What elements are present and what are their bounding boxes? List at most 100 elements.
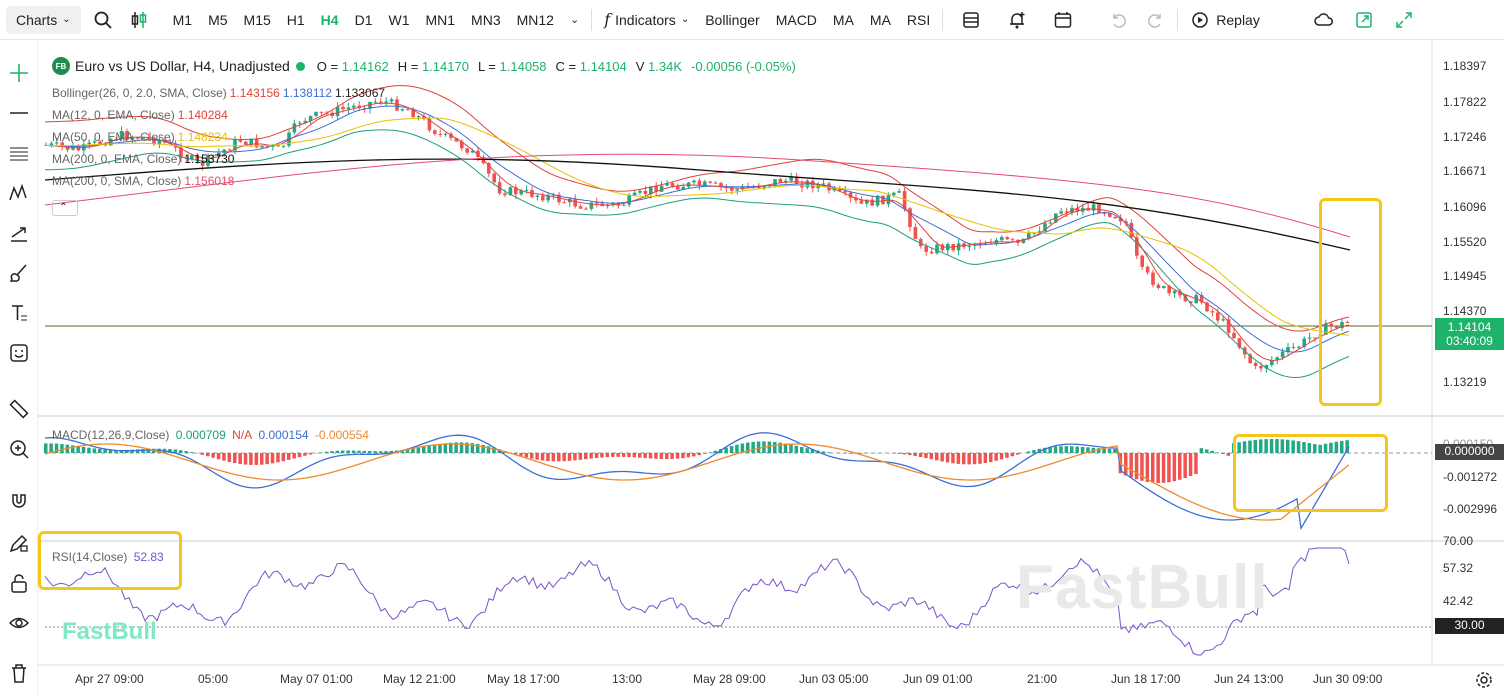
emoji-tool[interactable] (7, 341, 31, 365)
stay-drawing-tool[interactable] (7, 531, 31, 555)
crosshair-tool[interactable] (7, 61, 31, 85)
hide-drawings-tool[interactable] (7, 611, 31, 635)
text-tool[interactable] (7, 301, 31, 325)
share-button[interactable] (1346, 0, 1382, 40)
low-label: L = (477, 58, 496, 74)
projection-tool[interactable] (7, 221, 31, 245)
macd-histogram-bar (1043, 447, 1047, 453)
magnet-tool[interactable] (7, 489, 31, 513)
candle-body (368, 101, 372, 109)
layout-button[interactable] (953, 0, 989, 40)
macd-histogram-bar (211, 453, 215, 458)
candle-body (578, 206, 583, 209)
macd-label[interactable]: MACD(12,26,9,Close) (52, 428, 170, 442)
delete-drawings-tool[interactable] (7, 661, 31, 685)
macd-histogram-bar (1307, 443, 1312, 453)
current-price-tag: 1.14104 03:40:09 (1435, 318, 1504, 350)
macd-histogram-bar (1248, 440, 1252, 453)
macd-histogram-bar (222, 453, 226, 461)
candle-body (1108, 212, 1112, 217)
candle-body (271, 145, 275, 147)
measure-tool[interactable] (7, 397, 31, 421)
indicator-shortcut-bollinger[interactable]: Bollinger (705, 11, 760, 28)
overlay-label[interactable]: MA(50, 0, EMA, Close) (52, 130, 175, 144)
timeframe-d1[interactable]: D1 (354, 11, 373, 28)
macd-histogram-bar (945, 453, 950, 463)
overlay-label[interactable]: MA(200, 0, EMA, Close) (52, 152, 182, 166)
timeframe-m1[interactable]: M1 (172, 11, 193, 28)
indicator-shortcut-macd[interactable]: MACD (775, 11, 817, 28)
overlay-label[interactable]: MA(12, 0, EMA, Close) (52, 108, 175, 122)
line-tool[interactable] (7, 101, 31, 125)
macd-histogram-bar (767, 441, 772, 453)
candle-body (244, 141, 248, 145)
calendar-button[interactable] (1045, 0, 1081, 40)
macd-histogram-bar (605, 453, 610, 458)
zoom-tool[interactable] (7, 437, 31, 461)
chart-settings-button[interactable] (1474, 670, 1494, 690)
macd-histogram-bar (357, 450, 361, 453)
macd-histogram-bar (1134, 453, 1139, 480)
overlay-label[interactable]: Bollinger(26, 0, 2.0, SMA, Close) (52, 86, 227, 100)
rsi-label[interactable]: RSI(14,Close) (52, 550, 128, 564)
indicator-shortcut-ma[interactable]: MA (869, 11, 891, 28)
candle-body (465, 148, 469, 153)
chart-type-button[interactable] (121, 0, 157, 40)
fib-tool[interactable] (7, 141, 31, 165)
macd-histogram-bar (659, 453, 664, 459)
indicator-shortcut-rsi[interactable]: RSI (906, 11, 931, 28)
alert-button[interactable] (999, 0, 1035, 40)
timeframe-mn3[interactable]: MN3 (471, 11, 501, 28)
macd-histogram-bar (1215, 452, 1220, 453)
macd-histogram-bar (1080, 446, 1085, 453)
indicators-button[interactable]: f Indicators ⌄ (596, 0, 697, 40)
candle-body (76, 146, 81, 151)
timeframe-m15[interactable]: M15 (243, 11, 271, 28)
candle-body (1216, 312, 1220, 321)
timeframe-m5[interactable]: M5 (208, 11, 228, 28)
candle-body (524, 189, 529, 191)
macd-histogram-bar (335, 450, 340, 453)
timeframe-w1[interactable]: W1 (388, 11, 410, 28)
collapse-legend-button[interactable]: ⌃ (52, 200, 78, 216)
macd-histogram-bar (476, 443, 480, 453)
macd-histogram-bar (524, 453, 529, 458)
indicator-shortcut-ma[interactable]: MA (832, 11, 854, 28)
brush-tool[interactable] (7, 261, 31, 285)
macd-histogram-bar (621, 453, 626, 457)
candle-body (319, 111, 324, 113)
macd-histogram-bar (481, 444, 485, 453)
lock-drawings-tool[interactable] (7, 571, 31, 595)
undo-button[interactable] (1101, 0, 1137, 40)
pattern-tool[interactable] (7, 181, 31, 205)
fullscreen-button[interactable] (1386, 0, 1422, 40)
macd-histogram-bar (859, 453, 863, 454)
candle-body (1151, 272, 1155, 285)
candle-body (152, 137, 156, 144)
layout-icon (963, 11, 980, 28)
redo-button[interactable] (1137, 0, 1173, 40)
candle-body (627, 195, 631, 205)
search-button[interactable] (85, 0, 121, 40)
macd-histogram-bar (573, 453, 577, 461)
cloud-save-button[interactable] (1306, 0, 1342, 40)
macd-histogram-bar (427, 445, 431, 453)
candle-body (681, 186, 685, 190)
candle-body (1307, 337, 1312, 339)
replay-button[interactable]: Replay (1182, 0, 1268, 40)
charts-menu-button[interactable]: Charts ⌄ (6, 5, 81, 34)
timeframe-mn12[interactable]: MN12 (516, 11, 554, 28)
timeframe-h1[interactable]: H1 (286, 11, 305, 28)
timeframe-h4[interactable]: H4 (320, 11, 339, 28)
low-value: 1.14058 (499, 58, 547, 74)
candle-body (395, 99, 399, 111)
macd-histogram-bar (270, 453, 275, 464)
macd-histogram-bar (821, 451, 826, 453)
symbol-title[interactable]: Euro vs US Dollar, H4, Unadjusted (75, 58, 290, 74)
time-axis-label: May 28 09:00 (693, 672, 766, 686)
timeframe-mn1[interactable]: MN1 (425, 11, 456, 28)
overlay-label[interactable]: MA(200, 0, SMA, Close) (52, 174, 182, 188)
macd-histogram-bar (1329, 442, 1333, 453)
more-timeframes-button[interactable]: ⌄ (562, 0, 587, 40)
